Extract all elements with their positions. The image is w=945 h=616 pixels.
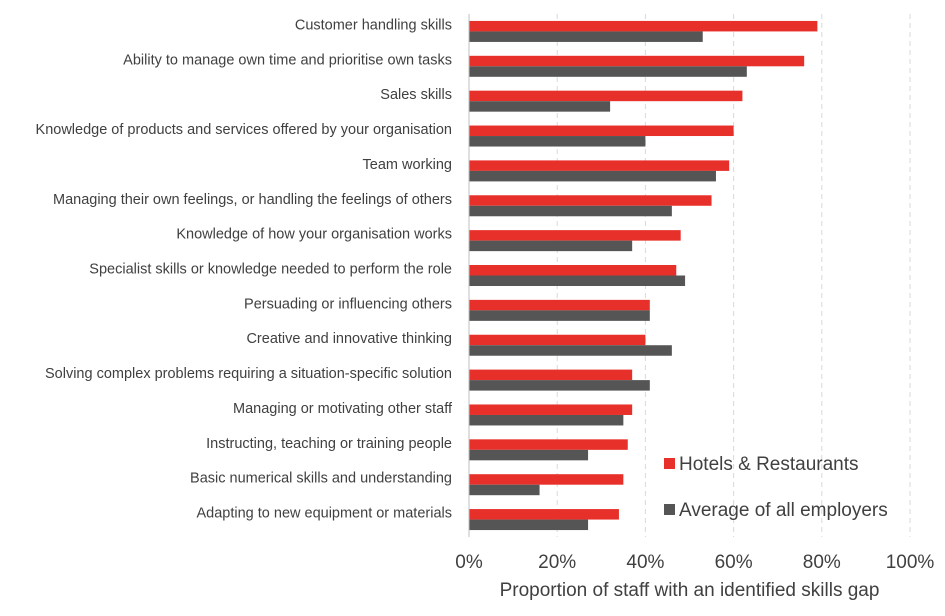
bar-all-employers-13	[469, 484, 540, 496]
category-label-1: Ability to manage own time and prioritis…	[123, 52, 452, 68]
bar-hotels-restaurants-5	[469, 195, 712, 206]
bar-all-employers-10	[469, 380, 650, 391]
legend: Hotels & Restaurants Average of all emplo…	[664, 454, 888, 521]
bar-hotels-restaurants-7	[469, 265, 677, 276]
x-axis-title: Proportion of staff with an identified s…	[500, 580, 880, 601]
category-label-12: Instructing, teaching or training people	[206, 436, 452, 452]
bar-all-employers-4	[469, 170, 716, 182]
x-tick-label-60: 60%	[715, 552, 753, 573]
bars-group	[469, 20, 818, 531]
bar-all-employers-3	[469, 136, 646, 147]
category-label-10: Solving complex problems requiring a sit…	[45, 366, 452, 382]
bar-hotels-restaurants-2	[469, 90, 743, 102]
bar-hotels-restaurants-9	[469, 334, 646, 346]
bar-hotels-restaurants-12	[469, 439, 628, 450]
bar-hotels-restaurants-13	[469, 474, 624, 485]
x-tick-label-0: 0%	[455, 552, 483, 573]
category-label-2: Sales skills	[380, 87, 452, 103]
bar-hotels-restaurants-8	[469, 299, 650, 311]
legend-label-all-employers: Average of all employers	[679, 500, 888, 521]
bar-hotels-restaurants-4	[469, 160, 730, 171]
category-label-5: Managing their own feelings, or handling…	[53, 192, 452, 208]
bar-hotels-restaurants-14	[469, 509, 619, 520]
category-label-13: Basic numerical skills and understanding	[190, 471, 452, 487]
bar-all-employers-2	[469, 101, 611, 112]
bar-all-employers-6	[469, 240, 633, 252]
bar-all-employers-0	[469, 31, 703, 42]
bar-all-employers-14	[469, 519, 589, 531]
category-label-11: Managing or motivating other staff	[233, 401, 453, 417]
category-label-0: Customer handling skills	[295, 17, 452, 33]
bar-hotels-restaurants-11	[469, 404, 633, 415]
x-tick-label-100: 100%	[886, 552, 935, 573]
bar-all-employers-1	[469, 66, 747, 77]
x-tick-label-80: 80%	[803, 552, 841, 573]
legend-label-hotels-restaurants: Hotels & Restaurants	[679, 454, 859, 475]
bar-all-employers-7	[469, 275, 686, 286]
category-label-4: Team working	[363, 157, 452, 173]
bar-all-employers-9	[469, 345, 672, 356]
category-label-7: Specialist skills or knowledge needed to…	[89, 262, 452, 278]
category-label-9: Creative and innovative thinking	[246, 331, 452, 347]
category-label-3: Knowledge of products and services offer…	[36, 122, 452, 138]
x-tick-labels: 0% 20% 40% 60% 80% 100%	[455, 552, 934, 573]
category-label-8: Persuading or influencing others	[244, 296, 452, 312]
category-label-6: Knowledge of how your organisation works	[176, 227, 452, 243]
bar-all-employers-8	[469, 310, 650, 321]
bar-all-employers-11	[469, 414, 624, 426]
legend-swatch-all-employers	[664, 504, 675, 515]
bar-all-employers-5	[469, 205, 672, 217]
category-labels: Customer handling skills Ability to manag…	[36, 17, 453, 521]
bar-hotels-restaurants-10	[469, 369, 633, 381]
bar-hotels-restaurants-1	[469, 55, 805, 67]
bar-hotels-restaurants-3	[469, 125, 734, 137]
bar-all-employers-12	[469, 449, 589, 461]
x-tick-label-40: 40%	[626, 552, 664, 573]
bar-hotels-restaurants-0	[469, 20, 818, 32]
category-label-14: Adapting to new equipment or materials	[196, 506, 452, 522]
legend-swatch-hotels-restaurants	[664, 458, 675, 469]
bar-hotels-restaurants-6	[469, 230, 681, 241]
x-tick-label-20: 20%	[538, 552, 576, 573]
